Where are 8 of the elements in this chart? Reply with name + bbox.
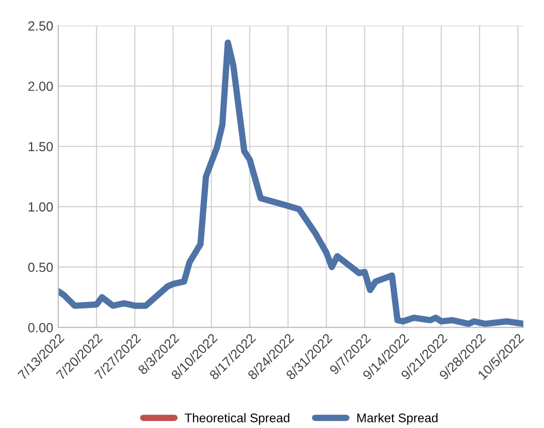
legend-label: Market Spread xyxy=(357,413,438,425)
y-tick-label: 2.00 xyxy=(28,82,53,91)
y-tick-label: 1.50 xyxy=(28,142,53,152)
y-tick-label: 0.00 xyxy=(28,322,53,332)
legend-label: Theoretical Spread xyxy=(184,413,290,425)
y-tick-label: 1.00 xyxy=(28,202,53,212)
y-tick-label: 2.50 xyxy=(28,21,53,31)
y-tick-label: 0.50 xyxy=(28,262,53,272)
